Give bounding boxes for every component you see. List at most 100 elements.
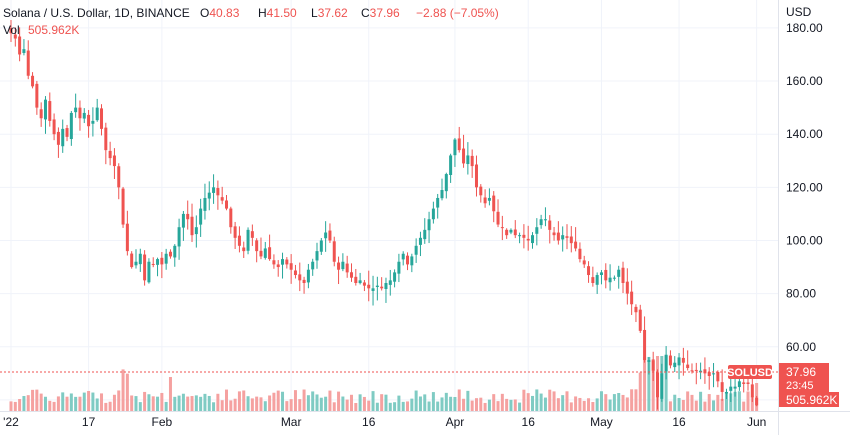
candle-body (397, 261, 401, 274)
candle-body (65, 128, 69, 137)
candle-body (712, 373, 716, 375)
candle (285, 257, 289, 269)
candle-body (746, 382, 750, 384)
volume-bar (324, 396, 328, 411)
volume-bar (349, 394, 353, 411)
candle-body (125, 223, 129, 252)
candle (638, 304, 642, 333)
volume-bar (74, 396, 78, 411)
volume-bar (69, 393, 73, 411)
candle (52, 113, 56, 141)
candle (203, 183, 207, 220)
candle (694, 362, 698, 385)
candle-body (143, 254, 147, 281)
candle (552, 226, 556, 241)
volume-bar (246, 396, 250, 411)
candle-body (147, 261, 151, 283)
candle-body (22, 49, 26, 53)
candle (143, 250, 147, 286)
candle-body (643, 329, 647, 361)
candle (539, 214, 543, 229)
price-tag: SOLUSD 37.96 23:45 505.962K (727, 363, 839, 407)
volume-bar (427, 401, 431, 411)
volume-bar (522, 389, 526, 411)
time-axis[interactable]: '22 17 Feb Mar 16 Apr 16 May 16 Jun (3, 415, 766, 429)
candle-body (569, 236, 573, 244)
candle-body (418, 237, 422, 245)
candle-body (621, 267, 625, 284)
candle (95, 98, 99, 122)
volume-bar (393, 402, 397, 411)
volume-bar (750, 396, 754, 411)
volume-bar (561, 395, 565, 411)
candle (565, 224, 569, 250)
candle-body (690, 370, 694, 372)
volume-bar (18, 399, 22, 411)
candle-body (341, 261, 345, 270)
candle (164, 248, 168, 270)
candle (668, 350, 672, 369)
volume-bar (285, 401, 289, 411)
candle (656, 369, 659, 410)
volume-bar (423, 394, 427, 411)
candle (651, 351, 655, 382)
volume-bar (87, 390, 91, 411)
candle (712, 363, 716, 388)
volume-bar (453, 396, 457, 411)
candle-body (694, 369, 698, 371)
candle-body (470, 155, 474, 167)
volume-bar (125, 373, 129, 411)
candle-body (548, 220, 552, 230)
candle (397, 253, 401, 283)
volume-bar (703, 401, 707, 411)
candle (440, 178, 444, 201)
candle-body (203, 197, 207, 211)
candle-body (91, 120, 95, 124)
time-tick-label: 16 (672, 415, 686, 429)
candle (410, 253, 414, 273)
candle-body (543, 219, 547, 221)
candle-body (358, 280, 362, 284)
candle-body (681, 357, 685, 363)
close-value: 37.96 (370, 6, 400, 20)
price-axis[interactable]: 180.00 160.00 140.00 120.00 100.00 80.00 60.00… (786, 21, 823, 407)
candle-body (750, 384, 754, 398)
candle-body (496, 211, 500, 225)
candle-body (259, 250, 263, 257)
candle (578, 242, 582, 263)
candle-body (617, 269, 621, 277)
volume-bar (414, 390, 418, 411)
candle-body (604, 269, 608, 281)
volume-bar (462, 398, 466, 411)
candle-body (737, 381, 741, 388)
candle (104, 122, 108, 165)
candle (130, 251, 134, 269)
volume-bar (380, 394, 384, 411)
volume-bar (35, 389, 39, 411)
volume-bar (677, 398, 681, 411)
candle (229, 206, 233, 234)
candle-body (26, 50, 30, 76)
symbol-tag: SOLUSD (727, 367, 773, 379)
price-tick-label: 160.00 (786, 74, 823, 88)
volume-bar (388, 402, 392, 411)
candle (190, 203, 194, 243)
candle-body (466, 155, 470, 165)
candle-body (612, 277, 616, 279)
volume-bar (431, 392, 435, 411)
candle-body (181, 213, 185, 228)
candle (414, 238, 418, 263)
volume-bar (255, 396, 259, 411)
time-tick-label: Apr (446, 415, 465, 429)
candle (612, 275, 616, 281)
candle-body (505, 229, 509, 236)
volume-bar (406, 401, 410, 411)
volume-bar (716, 394, 720, 411)
candle (194, 215, 198, 248)
candle-body (462, 148, 466, 164)
candle-body (212, 187, 216, 193)
candle (237, 226, 241, 253)
candle-body (78, 107, 82, 119)
